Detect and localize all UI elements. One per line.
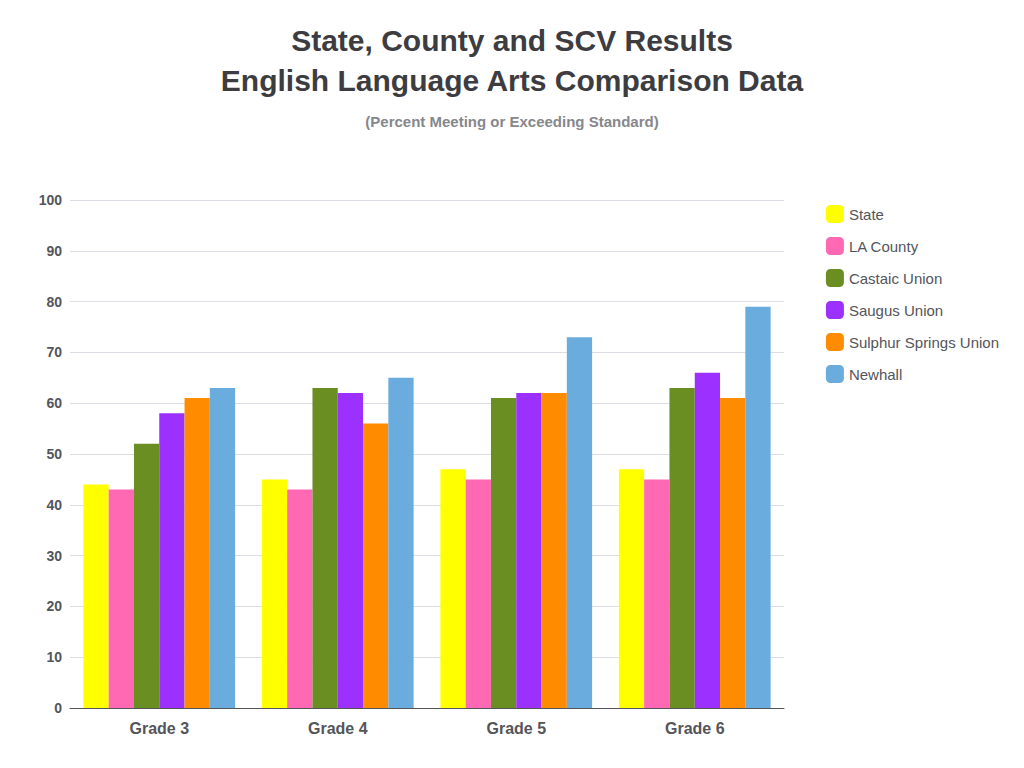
svg-text:Grade 6: Grade 6 xyxy=(665,720,725,737)
svg-text:70: 70 xyxy=(46,344,62,360)
svg-text:(Percent Meeting or Exceeding: (Percent Meeting or Exceeding Standard) xyxy=(365,113,658,130)
svg-text:50: 50 xyxy=(46,446,62,462)
svg-text:LA County: LA County xyxy=(849,238,919,255)
svg-text:Newhall: Newhall xyxy=(849,366,902,383)
svg-text:Grade 4: Grade 4 xyxy=(308,720,368,737)
svg-text:Grade 5: Grade 5 xyxy=(486,720,546,737)
svg-text:90: 90 xyxy=(46,243,62,259)
svg-text:40: 40 xyxy=(46,497,62,513)
svg-text:State: State xyxy=(849,206,884,223)
svg-text:0: 0 xyxy=(54,700,62,716)
svg-text:State, County and SCV Results: State, County and SCV Results xyxy=(291,24,733,57)
svg-text:20: 20 xyxy=(46,598,62,614)
svg-text:100: 100 xyxy=(39,192,63,208)
svg-text:Castaic Union: Castaic Union xyxy=(849,270,942,287)
svg-text:Sulphur Springs Union: Sulphur Springs Union xyxy=(849,334,999,351)
svg-text:English Language Arts Comparis: English Language Arts Comparison Data xyxy=(221,64,804,97)
svg-text:Grade 3: Grade 3 xyxy=(129,720,189,737)
svg-text:Saugus Union: Saugus Union xyxy=(849,302,943,319)
svg-text:60: 60 xyxy=(46,395,62,411)
svg-text:80: 80 xyxy=(46,294,62,310)
svg-text:10: 10 xyxy=(46,649,62,665)
svg-text:30: 30 xyxy=(46,548,62,564)
